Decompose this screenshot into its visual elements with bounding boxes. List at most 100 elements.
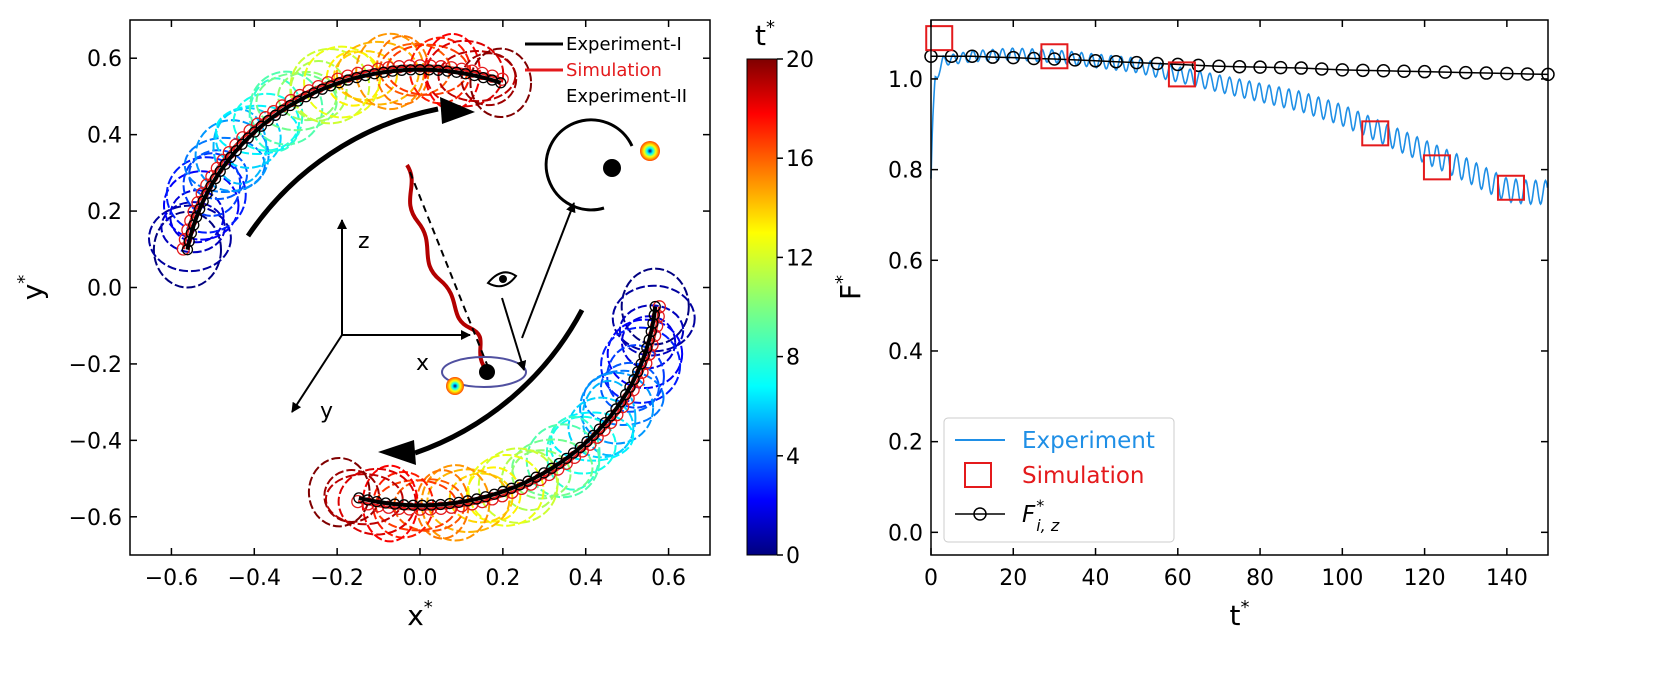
fiz-marker [1129, 55, 1144, 70]
experiment-II-loop [248, 70, 324, 146]
right-panel: 0 20 40 60 80 100 120 140 0.0 0.2 0.4 0.6 0.8 1.0 t* F*… [832, 19, 1555, 632]
fiz-marker [1520, 67, 1535, 81]
experiment-II-loop [567, 396, 635, 459]
experiment-I-marker [414, 64, 426, 76]
inset-label-y: y [320, 399, 333, 424]
experiment-I-marker [188, 219, 200, 231]
inset-zoom-arrow [521, 202, 576, 339]
colorbar: t* 0 4 8 12 16 20 [746, 17, 814, 569]
experiment-II-loop [511, 449, 572, 500]
left-x-tick-label: 0.0 [403, 566, 438, 591]
experiment-II-loop [325, 50, 382, 107]
experiment-I-marker [398, 499, 410, 511]
experiment-I-marker [560, 452, 573, 465]
experiment-I-marker [242, 132, 254, 144]
experiment-II-loop [618, 304, 685, 357]
left-x-tick-label: 0.2 [485, 566, 520, 591]
left-x-axis-label: x* [407, 597, 433, 632]
right-legend-box [943, 417, 1175, 543]
experiment-I-marker [389, 498, 401, 510]
experiment-I-marker [648, 309, 660, 321]
colorbar-tick-label: 12 [786, 246, 814, 271]
legend-label-simulation: Simulation [566, 60, 662, 81]
simulation-square [1040, 43, 1069, 70]
fiz-marker [985, 50, 1000, 64]
experiment-I-marker [462, 495, 474, 507]
left-x-tick-label: −0.4 [228, 566, 281, 591]
experiment-II-loop [214, 107, 282, 169]
experiment-I-marker [645, 325, 657, 338]
experiment-II-loop [165, 156, 247, 234]
experiment-I-marker [468, 69, 481, 82]
fiz-marker [1479, 66, 1494, 80]
experiment-II-loop [152, 210, 223, 289]
right-y-tick-label: 0.0 [888, 521, 923, 546]
experiment-I-marker [248, 126, 261, 138]
left-x-tick-label: −0.2 [310, 566, 363, 591]
left-y-tick-label: 0.4 [87, 124, 122, 149]
experiment-I-marker [444, 497, 456, 510]
experiment-II-loop [582, 369, 665, 426]
inset-schematic: z x y [291, 118, 660, 424]
left-panel: z x y −0.6 −0.4 −0.2 0.0 0.2 0.4 0.6−0.6−0.4−0… [14, 17, 814, 632]
fiz-line [931, 55, 1549, 76]
fiz-marker [1376, 64, 1391, 78]
colorbar-tick-label: 8 [786, 346, 800, 371]
right-y-axis-label: F* [832, 275, 867, 300]
colorbar-title: t* [755, 17, 775, 52]
experiment-II-loop [606, 318, 684, 389]
rotation-arrow-bottom [414, 308, 585, 456]
left-legend: Experiment-I Simulation Experiment-II [525, 34, 687, 107]
experiment-II-loop [545, 415, 601, 491]
fiz-marker [1294, 61, 1308, 75]
inset-label-z: z [358, 229, 370, 254]
right-x-tick-label: 100 [1321, 566, 1363, 591]
colorbar-tick-label: 20 [786, 48, 814, 73]
fiz-marker [1027, 51, 1041, 66]
simulation-marker [361, 497, 375, 511]
right-x-tick-label: 140 [1486, 566, 1528, 591]
legend-marker-fiz [973, 507, 987, 521]
right-plot-frame [930, 19, 1549, 556]
legend-label-experiment: Experiment [1022, 428, 1155, 454]
colorbar-tick-label: 16 [786, 147, 814, 172]
experiment-II-loop [579, 371, 655, 445]
simulation-marker [361, 64, 375, 78]
experiment-II-loop [606, 344, 665, 409]
fiz-marker [1315, 62, 1329, 76]
experiment-II-loop [426, 468, 511, 534]
legend-label-fiz: F* i, z [1022, 496, 1060, 535]
rotation-arrowhead-bottom [378, 440, 416, 465]
simulation-marker [351, 494, 365, 509]
experiment-II-loop [599, 361, 660, 413]
experiment-II-loop [467, 453, 545, 527]
colorbar-tick-label: 4 [786, 445, 800, 470]
experiment-I-marker [649, 300, 661, 313]
colorbar-tick-label: 0 [786, 544, 800, 569]
left-y-tick-label: 0.6 [87, 47, 122, 72]
fiz-marker [1417, 64, 1432, 79]
experiment-II-loop [600, 326, 682, 404]
experiment-I-marker [647, 317, 659, 329]
right-y-tick-label: 0.2 [888, 431, 923, 456]
experiment-I-marker [371, 495, 383, 508]
legend-label-experiment-I: Experiment-I [566, 34, 682, 55]
experiment-II-loop [183, 136, 266, 194]
experiment-I-marker [643, 334, 655, 346]
right-x-tick-label: 60 [1164, 566, 1192, 591]
inset-view-arrow [501, 297, 527, 371]
experiment-I-marker [599, 416, 611, 429]
inset-axis-y [291, 334, 343, 413]
legend-label-experiment-II: Experiment-II [566, 86, 687, 107]
fiz-marker [1438, 65, 1452, 79]
fiz-marker [965, 49, 979, 64]
colorbar-gradient [746, 58, 778, 556]
fiz-marker [1397, 64, 1411, 78]
left-y-tick-label: −0.2 [69, 353, 122, 378]
experiment-I-marker [377, 66, 390, 78]
right-x-axis-label: t* [1230, 597, 1250, 632]
right-x-tick-label: 80 [1246, 566, 1274, 591]
experiment-I-marker [453, 496, 465, 509]
simulation-square [1167, 61, 1196, 88]
